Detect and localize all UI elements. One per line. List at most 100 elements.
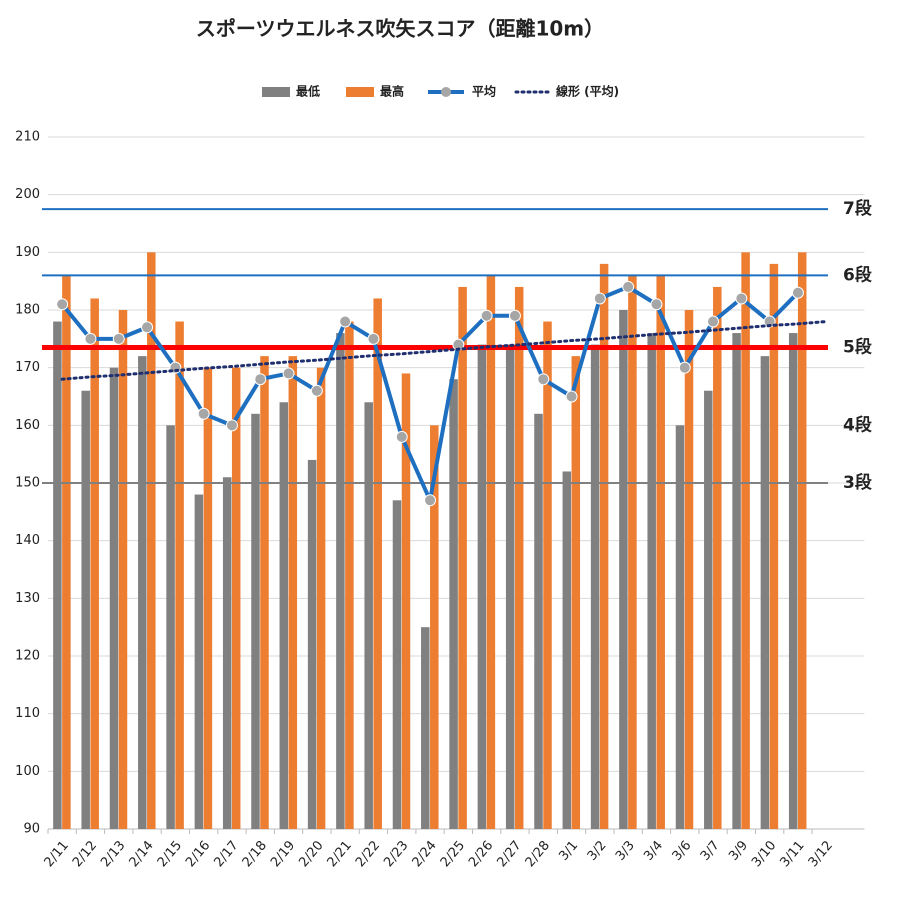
bar [797, 252, 807, 830]
avg-point [225, 419, 238, 432]
reference-label: 3段 [843, 472, 872, 493]
bar [741, 252, 750, 830]
bar [769, 263, 779, 829]
bar [713, 286, 722, 829]
avg-point [791, 286, 804, 299]
bar [571, 356, 581, 829]
avg-point [112, 332, 125, 345]
x-tick-label: 3/2 [585, 838, 610, 864]
x-tick-label: 2/27 [494, 838, 524, 870]
x-tick-label: 2/18 [240, 838, 270, 870]
bar [675, 425, 685, 829]
avg-point [735, 292, 748, 305]
bar [345, 321, 354, 829]
x-tick-label: 3/4 [641, 838, 666, 864]
x-tick-label: 2/15 [155, 838, 185, 870]
y-tick-label: 110 [15, 706, 40, 721]
bar [260, 356, 269, 829]
avg-point [395, 430, 408, 443]
x-tick-label: 2/28 [523, 838, 553, 870]
bar [590, 344, 600, 829]
x-tick-label: 2/13 [98, 838, 128, 870]
bar [222, 477, 232, 829]
avg-point [508, 309, 521, 322]
bar [430, 425, 439, 829]
avg-point [678, 361, 691, 374]
legend-swatch [262, 87, 290, 97]
avg-point [339, 315, 352, 328]
bar [505, 344, 515, 829]
x-tick-label: 2/11 [42, 838, 72, 870]
x-tick-label: 3/10 [749, 838, 779, 870]
avg-point [367, 332, 380, 345]
bar [599, 263, 609, 829]
bar [373, 298, 382, 829]
legend-label: 平均 [472, 84, 496, 99]
bar [62, 275, 71, 829]
bar [166, 425, 175, 829]
avg-point [254, 373, 267, 386]
legend-swatch [441, 87, 451, 97]
x-tick-label: 2/22 [353, 838, 383, 870]
y-tick-label: 140 [15, 533, 40, 548]
bar [704, 390, 713, 829]
bar [175, 321, 184, 829]
bar [647, 333, 656, 829]
reference-label: 4段 [843, 415, 872, 436]
x-tick-label: 3/7 [698, 838, 723, 864]
x-tick-label: 2/14 [127, 838, 157, 870]
avg-point [622, 280, 635, 293]
bar [336, 333, 345, 829]
bar [562, 471, 572, 829]
bar [138, 356, 147, 829]
trend-line [60, 320, 828, 381]
avg-point [84, 332, 97, 345]
x-tick-label: 3/9 [726, 838, 751, 864]
x-tick-label: 2/16 [183, 838, 213, 870]
bar [628, 275, 637, 829]
avg-point [480, 309, 493, 322]
bar [288, 356, 298, 829]
bar [109, 367, 119, 829]
x-tick-label: 3/12 [806, 838, 836, 870]
y-tick-label: 170 [15, 360, 40, 375]
bar [316, 367, 326, 829]
legend-label: 線形 (平均) [556, 84, 619, 99]
x-tick-label: 2/24 [410, 838, 440, 870]
bar [656, 275, 665, 829]
bar [392, 500, 402, 829]
bar [514, 286, 524, 829]
bar [90, 298, 99, 829]
x-tick-label: 3/6 [670, 838, 695, 864]
avg-point [593, 292, 606, 305]
bar [81, 390, 90, 829]
bar [401, 373, 411, 829]
bar [279, 402, 289, 829]
x-tick-label: 2/25 [438, 838, 468, 870]
y-tick-label: 120 [15, 649, 40, 664]
x-tick-label: 2/12 [70, 838, 100, 870]
bar [421, 627, 430, 829]
bar [788, 333, 798, 829]
avg-point [197, 407, 210, 420]
bar [231, 367, 241, 829]
bar [458, 286, 467, 829]
reference-label: 6段 [843, 264, 872, 285]
bar [194, 494, 204, 829]
avg-point [565, 390, 578, 403]
x-tick-label: 2/23 [381, 838, 411, 870]
avg-point [56, 298, 69, 311]
avg-point [707, 315, 720, 328]
x-tick-label: 3/11 [777, 838, 807, 870]
y-tick-label: 150 [15, 476, 40, 491]
bar [203, 367, 213, 829]
y-tick-label: 190 [15, 245, 40, 260]
bar [118, 310, 128, 829]
legend-label: 最低 [296, 84, 320, 99]
avg-point [310, 384, 323, 397]
x-tick-label: 2/26 [466, 838, 496, 870]
x-tick-label: 2/20 [296, 838, 326, 870]
y-tick-label: 210 [15, 130, 40, 145]
bar [53, 321, 62, 829]
